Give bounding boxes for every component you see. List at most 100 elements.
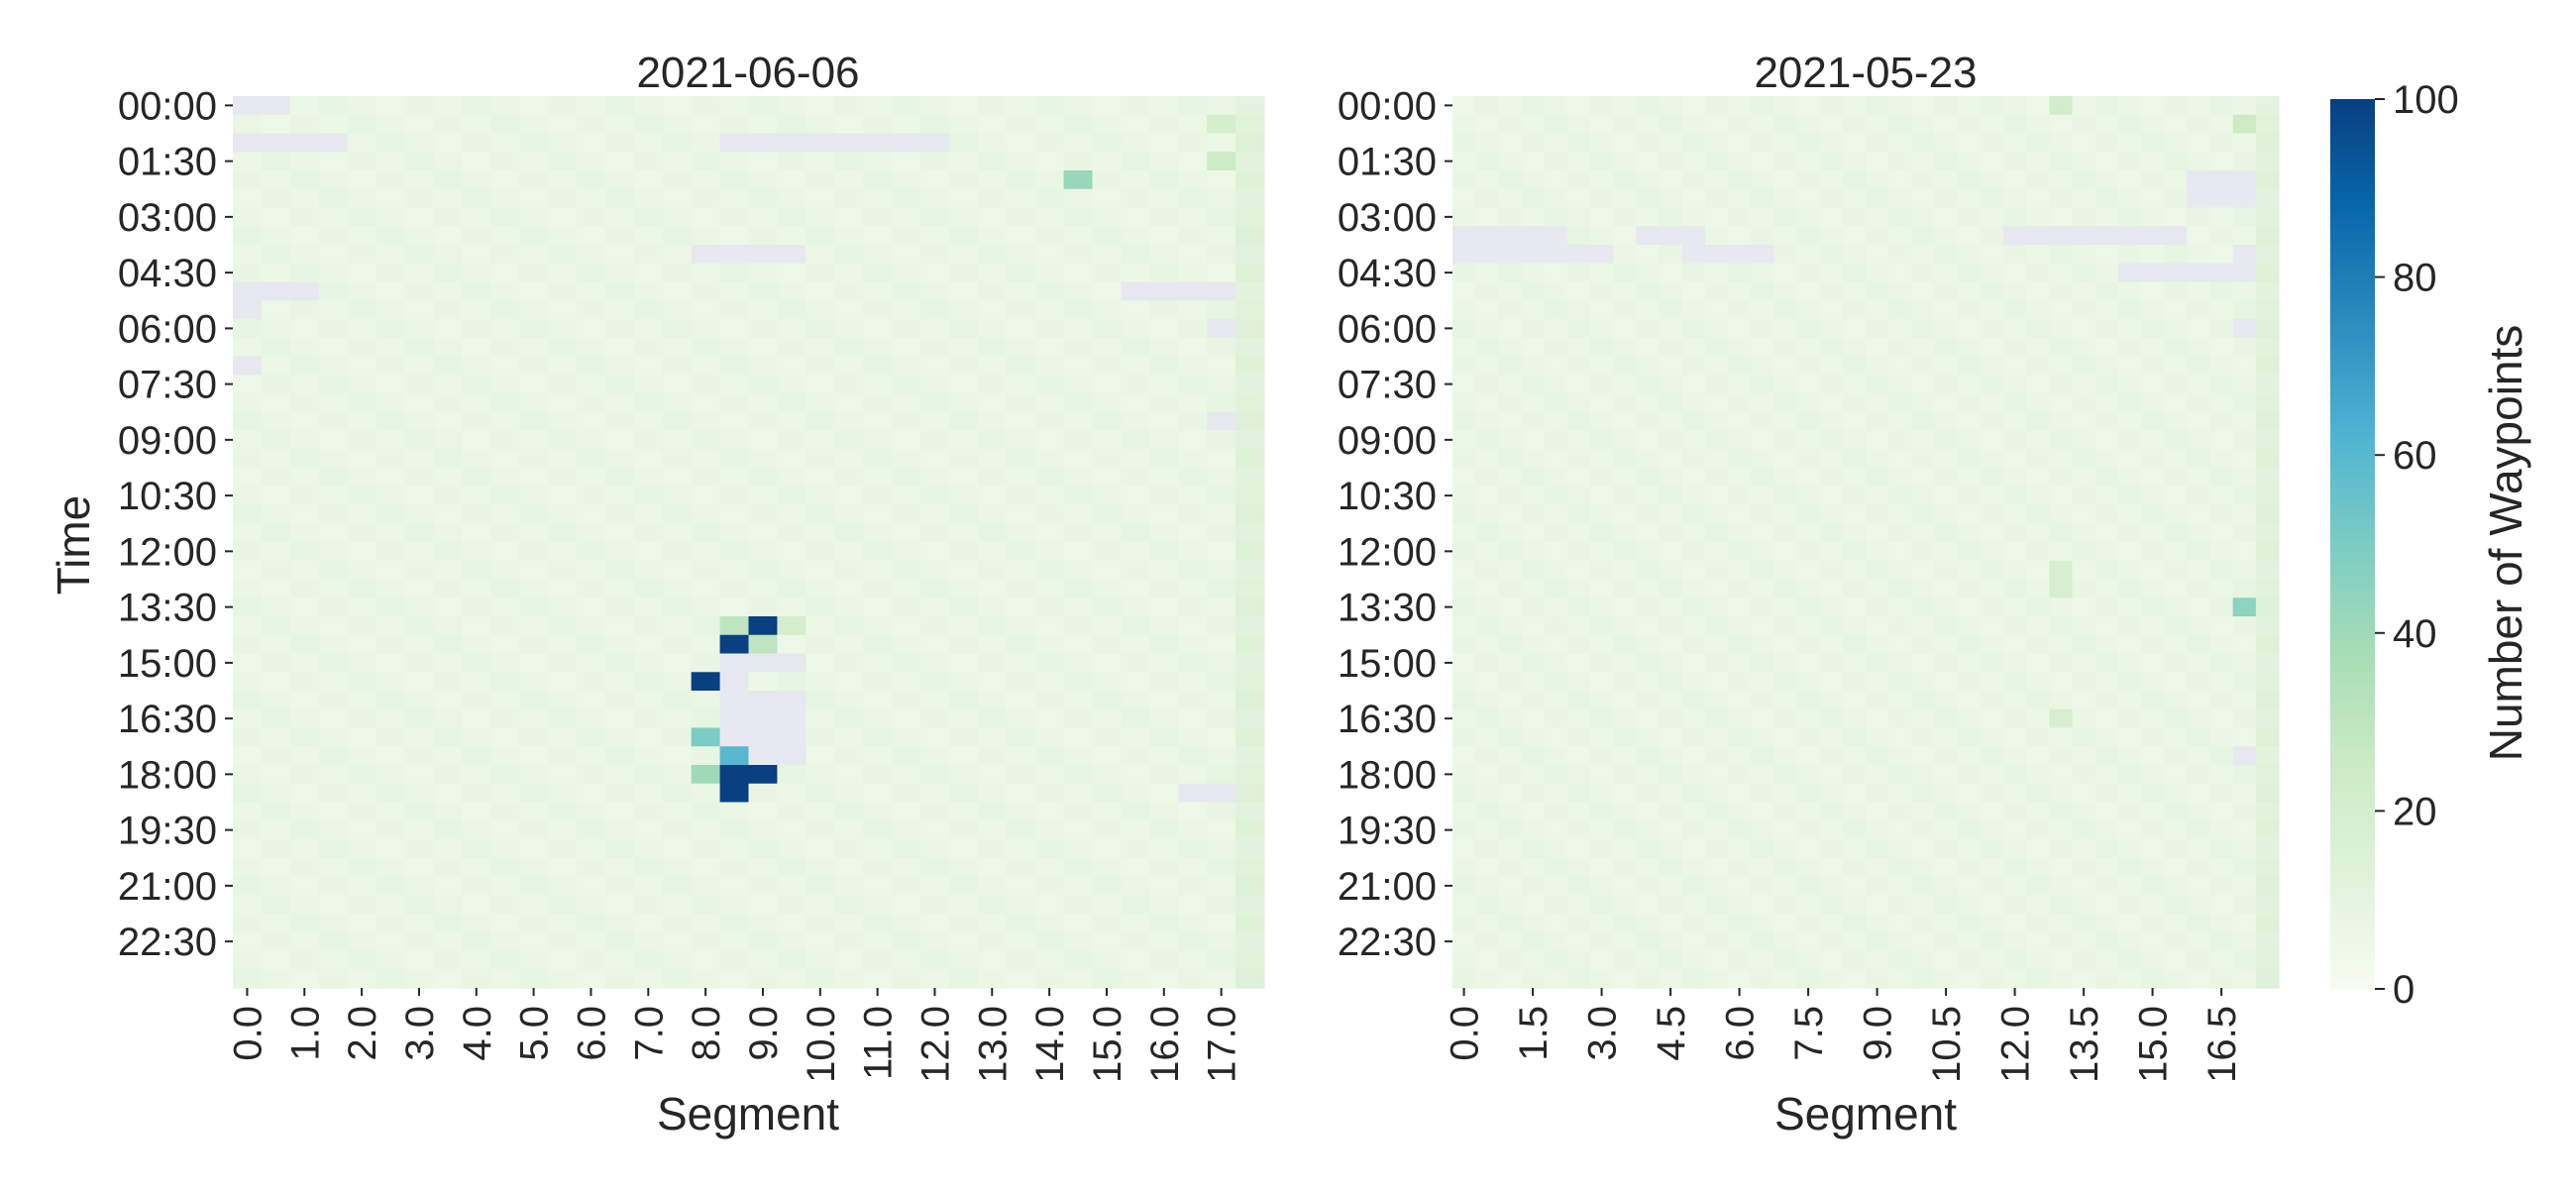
heatmap-cell bbox=[1544, 931, 1568, 952]
x-tick-label: 14.0 bbox=[1028, 1006, 1072, 1083]
heatmap-cell bbox=[1034, 802, 1065, 821]
heatmap-cell bbox=[1452, 802, 1476, 821]
heatmap-cell bbox=[805, 523, 835, 543]
heatmap-cell bbox=[633, 114, 664, 135]
heatmap-cell bbox=[1149, 114, 1179, 135]
heatmap-cell bbox=[376, 820, 406, 840]
heatmap-cell bbox=[376, 653, 406, 673]
heatmap-cell bbox=[2072, 542, 2096, 562]
heatmap-cell-empty bbox=[1452, 245, 1476, 265]
heatmap-cell bbox=[892, 356, 921, 376]
heatmap-cell bbox=[1092, 542, 1123, 562]
heatmap-cell bbox=[1980, 281, 2004, 301]
heatmap-cell-empty bbox=[1475, 245, 1499, 265]
heatmap-cell bbox=[2117, 245, 2142, 265]
heatmap-cell bbox=[1092, 616, 1123, 636]
heatmap-cell bbox=[2209, 375, 2234, 394]
heatmap-cell bbox=[519, 281, 549, 301]
heatmap-cell bbox=[1498, 300, 1523, 320]
heatmap-cell bbox=[633, 170, 664, 190]
heatmap-cell bbox=[376, 839, 406, 859]
heatmap-cell bbox=[1751, 504, 1774, 524]
heatmap-cell bbox=[1006, 207, 1036, 227]
heatmap-cell bbox=[1842, 300, 1867, 320]
heatmap-cell bbox=[1751, 969, 1774, 989]
heatmap-cell bbox=[1034, 281, 1065, 301]
heatmap-cell bbox=[1006, 263, 1036, 283]
heatmap-cell bbox=[2117, 393, 2142, 413]
heatmap-cell bbox=[1819, 857, 1844, 878]
heatmap-cell bbox=[376, 950, 406, 970]
heatmap-cell bbox=[748, 152, 779, 171]
heatmap-cell bbox=[1207, 152, 1236, 171]
heatmap-cell bbox=[1475, 579, 1499, 598]
heatmap-cell bbox=[2072, 691, 2096, 710]
y-tick-label: 00:00 bbox=[1338, 84, 1437, 128]
heatmap-cell bbox=[2094, 523, 2119, 543]
heatmap-cell bbox=[1452, 542, 1476, 562]
heatmap-cell bbox=[1521, 281, 1546, 301]
heatmap-cell bbox=[2049, 319, 2074, 339]
heatmap-cell-empty bbox=[1207, 319, 1236, 339]
heatmap-cell bbox=[1613, 188, 1637, 209]
heatmap-cell bbox=[1613, 802, 1637, 821]
heatmap-cell bbox=[2003, 263, 2027, 283]
heatmap-cell bbox=[1034, 300, 1065, 320]
heatmap-cell bbox=[1681, 523, 1706, 543]
panel-left-title: 2021-06-06 bbox=[636, 49, 859, 97]
heatmap-cell bbox=[834, 207, 864, 227]
heatmap-cell bbox=[1063, 783, 1094, 804]
heatmap-cell bbox=[1911, 672, 1936, 692]
heatmap-cell bbox=[2049, 542, 2074, 562]
heatmap-cell bbox=[433, 691, 463, 710]
heatmap-cell bbox=[1544, 727, 1568, 747]
heatmap-cell bbox=[577, 504, 606, 524]
heatmap-cell bbox=[1475, 931, 1499, 952]
heatmap-cell bbox=[433, 950, 463, 970]
heatmap-cell bbox=[1704, 634, 1729, 655]
panel-left-y-axis-label: Time bbox=[48, 495, 99, 596]
heatmap-cell bbox=[691, 263, 721, 283]
heatmap-cell bbox=[1092, 96, 1123, 116]
heatmap-cell bbox=[1659, 411, 1683, 432]
heatmap-cell bbox=[462, 430, 491, 450]
heatmap-cell bbox=[892, 319, 921, 339]
heatmap-cell bbox=[1796, 393, 1821, 413]
heatmap-cell bbox=[519, 300, 549, 320]
heatmap-cell bbox=[1521, 914, 1546, 933]
heatmap-cell bbox=[719, 114, 750, 135]
heatmap-cell bbox=[318, 281, 349, 301]
heatmap-cell bbox=[1590, 839, 1614, 859]
heatmap-cell bbox=[2026, 300, 2050, 320]
heatmap-cell bbox=[1149, 188, 1179, 209]
heatmap-cell bbox=[1934, 931, 1959, 952]
heatmap-cell bbox=[2164, 653, 2188, 673]
heatmap-cell bbox=[2209, 708, 2234, 729]
heatmap-cell bbox=[834, 430, 864, 450]
heatmap-cell bbox=[948, 820, 979, 840]
heatmap-cell bbox=[1636, 356, 1661, 376]
heatmap-cell bbox=[662, 765, 693, 785]
heatmap-cell bbox=[1980, 393, 2004, 413]
heatmap-cell bbox=[318, 468, 349, 488]
heatmap-cell bbox=[719, 802, 750, 821]
heatmap-cell bbox=[1796, 616, 1821, 636]
heatmap-cell bbox=[519, 857, 549, 878]
heatmap-cell bbox=[1866, 969, 1889, 989]
heatmap-cell bbox=[1911, 523, 1936, 543]
heatmap-cell bbox=[1773, 319, 1798, 339]
heatmap-cell bbox=[691, 839, 721, 859]
heatmap-cell bbox=[1980, 449, 2004, 469]
heatmap-cell bbox=[604, 634, 635, 655]
heatmap-cell bbox=[1207, 356, 1236, 376]
heatmap-cell bbox=[519, 727, 549, 747]
heatmap-cell bbox=[863, 560, 893, 581]
heatmap-cell bbox=[1207, 226, 1236, 246]
heatmap-cell bbox=[548, 523, 578, 543]
heatmap-cell bbox=[1063, 597, 1094, 617]
heatmap-cell bbox=[977, 597, 1008, 617]
heatmap-cell bbox=[920, 319, 950, 339]
heatmap-cell bbox=[347, 188, 377, 209]
heatmap-cell bbox=[289, 783, 320, 804]
heatmap-cell bbox=[2209, 114, 2234, 135]
